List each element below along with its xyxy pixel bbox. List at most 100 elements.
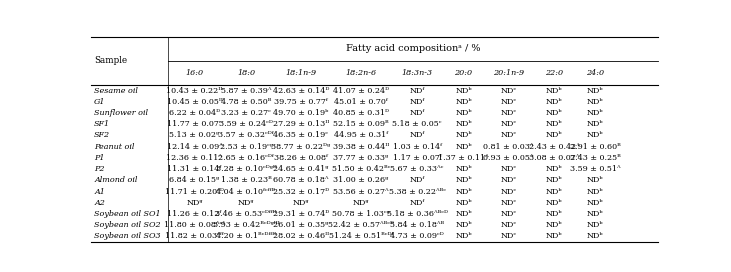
Text: 18:1n-9: 18:1n-9 <box>285 69 317 77</box>
Text: 4.73 ± 0.09ᶜᴰ: 4.73 ± 0.09ᶜᴰ <box>390 233 444 240</box>
Text: 53.56 ± 0.27ᴬ: 53.56 ± 0.27ᴬ <box>333 188 389 196</box>
Text: 1.38 ± 0.23ᴮ: 1.38 ± 0.23ᴮ <box>221 176 271 184</box>
Text: 4.04 ± 0.10ᶠᶜᶠᶠᴰ: 4.04 ± 0.10ᶠᶜᶠᶠᴰ <box>216 188 276 196</box>
Text: 18:3n-3: 18:3n-3 <box>401 69 433 77</box>
Text: 11.77 ± 0.07ᶜ: 11.77 ± 0.07ᶜ <box>167 120 221 128</box>
Text: 41.07 ± 0.24ᴰ: 41.07 ± 0.24ᴰ <box>333 86 389 95</box>
Text: 2.43 ± 0.42ᴬ: 2.43 ± 0.42ᴬ <box>529 143 580 151</box>
Text: 3.28 ± 0.10ᶜᴰᶢᴵᴵ: 3.28 ± 0.10ᶜᴰᶢᴵᴵ <box>216 165 276 173</box>
Text: 42.63 ± 0.14ᴰ: 42.63 ± 0.14ᴰ <box>273 86 329 95</box>
Text: 40.85 ± 0.31ᴰ: 40.85 ± 0.31ᴰ <box>333 109 389 117</box>
Text: SF2: SF2 <box>94 131 110 140</box>
Text: Soybean oil SO1: Soybean oil SO1 <box>94 210 161 218</box>
Text: NDᶠ: NDᶠ <box>409 176 425 184</box>
Text: NDᶜ: NDᶜ <box>501 210 517 218</box>
Text: Sesame oil: Sesame oil <box>94 86 138 95</box>
Text: NDᵇ: NDᵇ <box>455 143 472 151</box>
Text: NDᵇ: NDᵇ <box>455 188 472 196</box>
Text: 2.53 ± 0.19ᶜᶢ: 2.53 ± 0.19ᶜᶢ <box>219 143 273 151</box>
Text: 25.32 ± 0.17ᴰ: 25.32 ± 0.17ᴰ <box>273 188 329 196</box>
Text: 11.80 ± 0.08ᴬᶜᶠ: 11.80 ± 0.08ᴬᶜᶠ <box>164 221 224 229</box>
Text: NDᵇ: NDᵇ <box>587 199 604 207</box>
Text: NDᵇ: NDᵇ <box>455 199 472 207</box>
Text: NDᵇ: NDᵇ <box>587 86 604 95</box>
Text: 24.65 ± 0.41ᶢ: 24.65 ± 0.41ᶢ <box>273 165 328 173</box>
Text: NDᶜ: NDᶜ <box>501 188 517 196</box>
Text: NDᵇ: NDᵇ <box>545 210 562 218</box>
Text: NDᵇ: NDᵇ <box>587 120 604 128</box>
Text: P1: P1 <box>94 154 105 162</box>
Text: Sample: Sample <box>94 56 127 65</box>
Text: NDᶜ: NDᶜ <box>501 221 517 229</box>
Text: NDᵇ: NDᵇ <box>545 120 562 128</box>
Text: 10.45 ± 0.05ᴵᴵ: 10.45 ± 0.05ᴵᴵ <box>167 98 222 106</box>
Text: NDᶜ: NDᶜ <box>501 131 517 140</box>
Text: 31.00 ± 0.26ᶢ: 31.00 ± 0.26ᶢ <box>333 176 388 184</box>
Text: 45.01 ± 0.70ᶠ: 45.01 ± 0.70ᶠ <box>334 98 387 106</box>
Text: NDᵇ: NDᵇ <box>455 120 472 128</box>
Text: 2.65 ± 0.16ᶜᴰᶠ: 2.65 ± 0.16ᶜᴰᶠ <box>218 154 274 162</box>
Text: 3.57 ± 0.32ᶜᴰᶠ: 3.57 ± 0.32ᶜᴰᶠ <box>219 131 274 140</box>
Text: 27.29 ± 0.13ᴵᴵ: 27.29 ± 0.13ᴵᴵ <box>273 120 329 128</box>
Text: NDᵇ: NDᵇ <box>545 233 562 240</box>
Text: NDᶠ: NDᶠ <box>409 109 425 117</box>
Text: NDᶜ: NDᶜ <box>501 120 517 128</box>
Text: NDᶜ: NDᶜ <box>501 233 517 240</box>
Text: 4.78 ± 0.50ᴮ: 4.78 ± 0.50ᴮ <box>221 98 271 106</box>
Text: 26.01 ± 0.35ᶢ: 26.01 ± 0.35ᶢ <box>273 221 328 229</box>
Text: 3.93 ± 0.42ᴮᶜᴰᶢᴵᴵᴵ: 3.93 ± 0.42ᴮᶜᴰᶢᴵᴵᴵ <box>213 221 279 229</box>
Text: 2.43 ± 0.25ᴮ: 2.43 ± 0.25ᴮ <box>570 154 621 162</box>
Text: NDᵇ: NDᵇ <box>587 233 604 240</box>
Text: NDᵇ: NDᵇ <box>587 109 604 117</box>
Text: 1.03 ± 0.14ᶠ: 1.03 ± 0.14ᶠ <box>393 143 442 151</box>
Text: 4.20 ± 0.1ᴮᶜᴰᶠᶠᴵᴵ: 4.20 ± 0.1ᴮᶜᴰᶠᶠᴵᴵ <box>216 233 276 240</box>
Text: 3.59 ± 0.24ᶜᴰ: 3.59 ± 0.24ᶜᴰ <box>219 120 273 128</box>
Text: NDᶜ: NDᶜ <box>501 176 517 184</box>
Text: 0.93 ± 0.05ᴬ: 0.93 ± 0.05ᴬ <box>483 154 534 162</box>
Text: 5.18 ± 0.05ᶜ: 5.18 ± 0.05ᶜ <box>393 120 442 128</box>
Text: NDᵇ: NDᵇ <box>545 221 562 229</box>
Text: NDᶢ: NDᶢ <box>352 199 369 207</box>
Text: NDᵇ: NDᵇ <box>545 109 562 117</box>
Text: NDᵇ: NDᵇ <box>455 176 472 184</box>
Text: 39.75 ± 0.77ᶠ: 39.75 ± 0.77ᶠ <box>274 98 327 106</box>
Text: NDᵇ: NDᵇ <box>455 233 472 240</box>
Text: A1: A1 <box>94 188 105 196</box>
Text: 16:0: 16:0 <box>186 69 203 77</box>
Text: 28.02 ± 0.46ᴵᴵ: 28.02 ± 0.46ᴵᴵ <box>273 233 329 240</box>
Text: 5.18 ± 0.36ᴬᴮᶜᴰ: 5.18 ± 0.36ᴬᴮᶜᴰ <box>387 210 447 218</box>
Text: 46.35 ± 0.19ᶜ: 46.35 ± 0.19ᶜ <box>273 131 328 140</box>
Text: NDᵇ: NDᵇ <box>587 188 604 196</box>
Text: NDᵇ: NDᵇ <box>455 210 472 218</box>
Text: 18:0: 18:0 <box>237 69 255 77</box>
Text: NDᶢ: NDᶢ <box>292 199 309 207</box>
Text: 3.23 ± 0.27ᶜ: 3.23 ± 0.27ᶜ <box>221 109 271 117</box>
Text: 44.95 ± 0.31ᶠ: 44.95 ± 0.31ᶠ <box>333 131 388 140</box>
Text: 5.13 ± 0.02ᶢ: 5.13 ± 0.02ᶢ <box>170 131 219 140</box>
Text: SF1: SF1 <box>94 120 110 128</box>
Text: NDᵇ: NDᵇ <box>545 188 562 196</box>
Text: 2.91 ± 0.60ᴮ: 2.91 ± 0.60ᴮ <box>570 143 621 151</box>
Text: 22:0: 22:0 <box>545 69 563 77</box>
Text: Almond oil: Almond oil <box>94 176 137 184</box>
Text: NDᵇ: NDᵇ <box>455 221 472 229</box>
Text: Peanut oil: Peanut oil <box>94 143 135 151</box>
Text: 29.31 ± 0.74ᴰ: 29.31 ± 0.74ᴰ <box>273 210 329 218</box>
Text: 38.26 ± 0.08ᶠ: 38.26 ± 0.08ᶠ <box>274 154 327 162</box>
Text: 10.43 ± 0.22ᴵᴵ: 10.43 ± 0.22ᴵᴵ <box>167 86 223 95</box>
Text: NDᶜ: NDᶜ <box>501 109 517 117</box>
Text: 60.78 ± 0.18ᴬ: 60.78 ± 0.18ᴬ <box>273 176 328 184</box>
Text: NDᶠ: NDᶠ <box>409 86 425 95</box>
Text: 11.31 ± 0.14ᶠ: 11.31 ± 0.14ᶠ <box>167 165 221 173</box>
Text: NDᵇ: NDᵇ <box>455 165 472 173</box>
Text: 20:0: 20:0 <box>455 69 473 77</box>
Text: 1.37 ± 0.11ᴬ: 1.37 ± 0.11ᴬ <box>438 154 489 162</box>
Text: NDᵇ: NDᵇ <box>587 98 604 106</box>
Text: Soybean oil SO2: Soybean oil SO2 <box>94 221 161 229</box>
Text: 5.84 ± 0.18ᴬᴮ: 5.84 ± 0.18ᴬᴮ <box>390 221 444 229</box>
Text: Fatty acid compositionᵃ / %: Fatty acid compositionᵃ / % <box>346 44 480 53</box>
Text: 11.82 ± 0.03ᶜᶠᶠ: 11.82 ± 0.03ᶜᶠᶠ <box>165 233 224 240</box>
Text: NDᶜ: NDᶜ <box>501 165 517 173</box>
Text: NDᶜ: NDᶜ <box>501 98 517 106</box>
Text: NDᶠ: NDᶠ <box>409 131 425 140</box>
